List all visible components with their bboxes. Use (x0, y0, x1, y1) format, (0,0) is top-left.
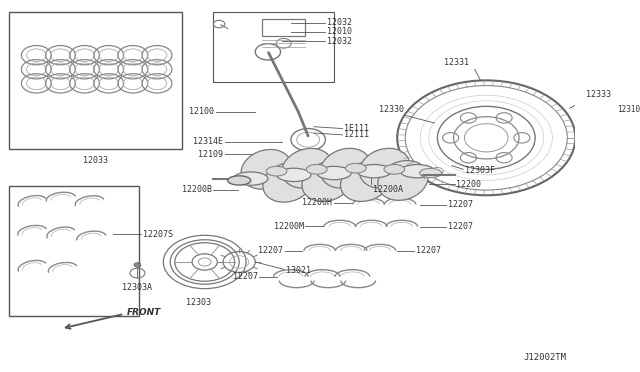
Ellipse shape (276, 168, 311, 182)
Text: 12303A: 12303A (122, 283, 152, 292)
Text: 12310A: 12310A (618, 105, 640, 114)
Text: 12207S: 12207S (143, 230, 173, 239)
Text: 12207: 12207 (416, 246, 441, 255)
Text: 12200: 12200 (456, 180, 481, 189)
Bar (10, 186, 139, 316)
Text: 12200B: 12200B (182, 185, 212, 194)
Circle shape (134, 263, 141, 267)
Text: 12200M: 12200M (273, 221, 303, 231)
Text: 12331: 12331 (444, 58, 469, 67)
Ellipse shape (228, 176, 251, 185)
Ellipse shape (378, 161, 428, 200)
Text: 12207: 12207 (232, 272, 257, 281)
Text: 12200A: 12200A (373, 185, 403, 194)
Text: 12010: 12010 (327, 27, 352, 36)
Text: 12314E: 12314E (193, 137, 223, 146)
Text: 12330: 12330 (379, 105, 404, 114)
Ellipse shape (346, 163, 366, 173)
Text: 12100: 12100 (189, 108, 214, 116)
Text: 12207: 12207 (448, 200, 473, 209)
Text: 12032: 12032 (327, 19, 352, 28)
Ellipse shape (321, 148, 371, 188)
Bar (262, 19, 305, 36)
Text: 12033: 12033 (83, 155, 108, 164)
Ellipse shape (302, 162, 352, 201)
Text: 12303: 12303 (186, 298, 211, 307)
Text: 12207: 12207 (259, 246, 284, 255)
Ellipse shape (241, 150, 291, 189)
Ellipse shape (263, 163, 313, 202)
Text: 12032: 12032 (327, 37, 352, 46)
Ellipse shape (420, 169, 442, 178)
Text: 12207: 12207 (448, 222, 473, 231)
Ellipse shape (266, 166, 287, 176)
Text: 12200H: 12200H (302, 198, 332, 207)
Text: 12109: 12109 (198, 150, 223, 159)
Ellipse shape (282, 148, 332, 188)
Text: FRONT: FRONT (127, 308, 161, 317)
Bar (10, 12, 182, 149)
Text: 12111: 12111 (344, 130, 369, 140)
Bar (213, 12, 334, 82)
Ellipse shape (400, 164, 435, 178)
Ellipse shape (357, 164, 392, 178)
Ellipse shape (360, 148, 410, 188)
Text: 12303F: 12303F (465, 166, 495, 174)
Text: 12333: 12333 (586, 90, 611, 99)
Ellipse shape (340, 162, 391, 201)
Text: 1E111: 1E111 (344, 124, 369, 133)
Ellipse shape (234, 172, 268, 185)
Ellipse shape (384, 164, 404, 174)
Ellipse shape (317, 166, 351, 180)
Ellipse shape (307, 164, 327, 174)
Text: J12002TM: J12002TM (524, 353, 567, 362)
Text: 13021: 13021 (285, 266, 311, 275)
